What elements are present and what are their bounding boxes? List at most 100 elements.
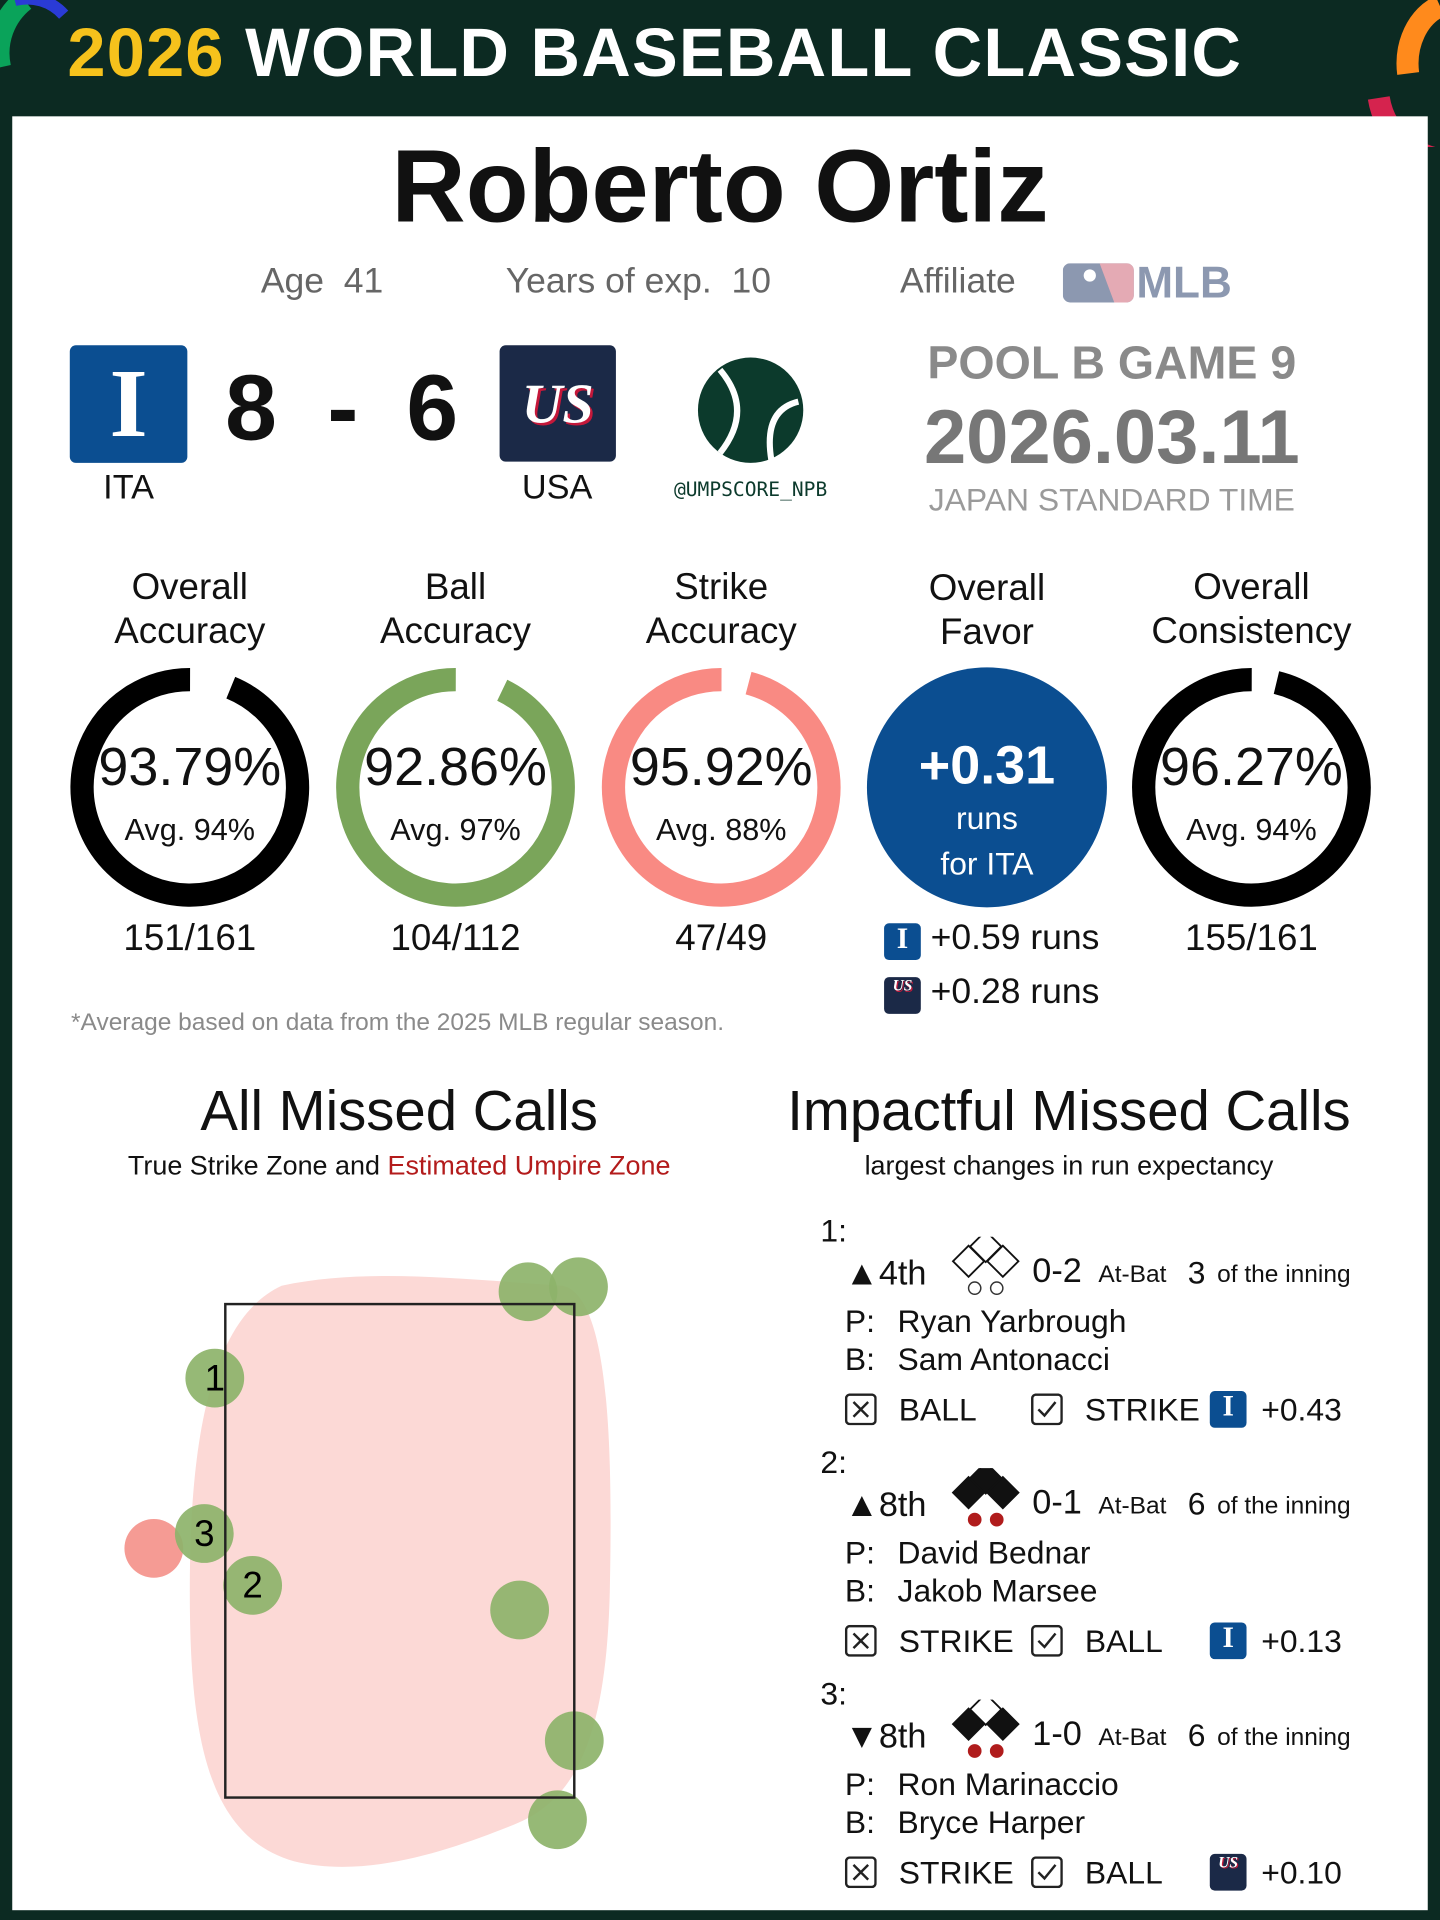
batter: Sam Antonacci [897, 1340, 1110, 1378]
timezone: JAPAN STANDARD TIME [928, 481, 1295, 518]
favor-runs: +0.59 runs [930, 918, 1100, 958]
bases [951, 1468, 1020, 1527]
batter: Jakob Marsee [897, 1572, 1098, 1609]
ring-arc [1132, 667, 1371, 907]
inning: 8th [878, 1485, 927, 1524]
icon-box [1031, 1856, 1063, 1889]
call-number: 3: [820, 1675, 847, 1712]
section-subtitle: True Strike Zone and Estimated Umpire Zo… [128, 1150, 671, 1182]
call-inning: ▲8th [845, 1485, 927, 1524]
atbat-suffix: of the inning [1217, 1261, 1351, 1289]
cross-icon [844, 1624, 877, 1657]
metric-avg: Avg. 94% [124, 813, 256, 848]
batter-label: B: [844, 1803, 875, 1841]
metric-title-line: Accuracy [645, 611, 797, 652]
metric-value: 96.27% [1160, 737, 1343, 798]
metric-value: 95.92% [629, 737, 813, 798]
favor-value: +0.31 [918, 735, 1056, 796]
team-logo: I [1209, 1622, 1247, 1660]
metric-title-line: Accuracy [114, 611, 266, 652]
out [967, 1512, 982, 1527]
call-count: 0-2 [1032, 1251, 1082, 1290]
ring [70, 667, 310, 907]
age: 41 [343, 262, 384, 302]
section-subtitle: largest changes in run expectancy [864, 1149, 1274, 1181]
base [951, 1475, 986, 1510]
inning: 4th [878, 1253, 927, 1292]
team-logo: US [499, 345, 616, 462]
pitch [549, 1257, 608, 1317]
score: 6 [406, 356, 459, 461]
pitch-label: 3 [194, 1513, 214, 1554]
atbat-label: At-Bat [1098, 1261, 1167, 1289]
icon-box [844, 1624, 877, 1657]
header-year: 2026 [67, 13, 225, 91]
team-abbr: ITA [103, 467, 154, 506]
pitch [528, 1790, 587, 1850]
call-count: 0-1 [1032, 1482, 1082, 1521]
metric-value: 92.86% [364, 737, 547, 798]
team-logo: I [884, 923, 921, 961]
pitcher-label: P: [844, 1302, 875, 1340]
umpire-name: Roberto Ortiz [391, 128, 1049, 244]
footnote: *Average based on data from the 2025 MLB… [71, 1008, 725, 1036]
pitch-label: 1 [205, 1357, 225, 1398]
atbat-suffix: of the inning [1217, 1724, 1351, 1752]
icon-mark [1037, 1401, 1057, 1418]
correct: STRIKE [1084, 1391, 1200, 1428]
ring [1132, 667, 1371, 907]
section-title: Impactful Missed Calls [787, 1078, 1351, 1143]
zone-plot: 1 32 [124, 1257, 611, 1867]
metric-title-line: Overall [928, 568, 1046, 609]
metric-avg: Avg. 94% [1186, 813, 1317, 848]
icon-box [1031, 1393, 1063, 1426]
section-title: All Missed Calls [200, 1078, 598, 1143]
icon-mark [852, 1401, 870, 1418]
header: 2026 WORLD BASEBALL CLASSIC [67, 12, 1242, 92]
ring-arc [336, 667, 575, 907]
pitch-label: 2 [242, 1565, 262, 1606]
pitch [174, 1504, 234, 1563]
out [967, 1281, 982, 1296]
metric-title-line: Overall [131, 566, 248, 608]
ring [336, 667, 575, 907]
favor-unit: runs [955, 799, 1018, 837]
pitch [223, 1555, 283, 1615]
metric-title-line: Overall [1193, 566, 1310, 608]
out [989, 1744, 1004, 1758]
team-logo: I [1209, 1391, 1247, 1428]
affiliate-label: Affiliate [900, 262, 1016, 302]
favor-team: for ITA [940, 844, 1034, 882]
icon-mark [852, 1864, 870, 1881]
inning: 8th [878, 1716, 927, 1755]
info: Age 41 [261, 262, 383, 302]
impact: +0.13 [1261, 1622, 1342, 1660]
bases [951, 1699, 1020, 1758]
correct: BALL [1084, 1853, 1163, 1891]
atbat-suffix: of the inning [1217, 1492, 1351, 1520]
metric-count: 155/161 [1185, 918, 1318, 959]
atbat-label: At-Bat [1098, 1724, 1167, 1752]
handle: @UMPSCORE_NPB [673, 477, 828, 501]
atbat: 6 [1187, 1716, 1206, 1754]
metric-title-line: Favor [939, 612, 1034, 653]
call-count: 1-0 [1032, 1714, 1082, 1753]
call-inning: ▲4th [845, 1254, 927, 1293]
exp: 10 [731, 262, 771, 302]
metric-avg: Avg. 97% [390, 813, 521, 848]
batter-label: B: [844, 1572, 875, 1609]
metric-count: 104/112 [390, 918, 521, 959]
icon-box [844, 1856, 877, 1889]
metric-title-line: Accuracy [379, 611, 532, 652]
base [951, 1707, 986, 1741]
metric-value: 93.79% [98, 737, 282, 798]
call-number: 1: [820, 1212, 847, 1249]
half-inning: ▲ [844, 1485, 879, 1524]
out [989, 1512, 1004, 1527]
header-title: WORLD BASEBALL CLASSIC [245, 13, 1243, 91]
team-logo: US [1209, 1853, 1247, 1891]
metric-title-line: Consistency [1151, 611, 1352, 652]
bases [951, 1236, 1020, 1296]
correct: BALL [1084, 1622, 1163, 1660]
